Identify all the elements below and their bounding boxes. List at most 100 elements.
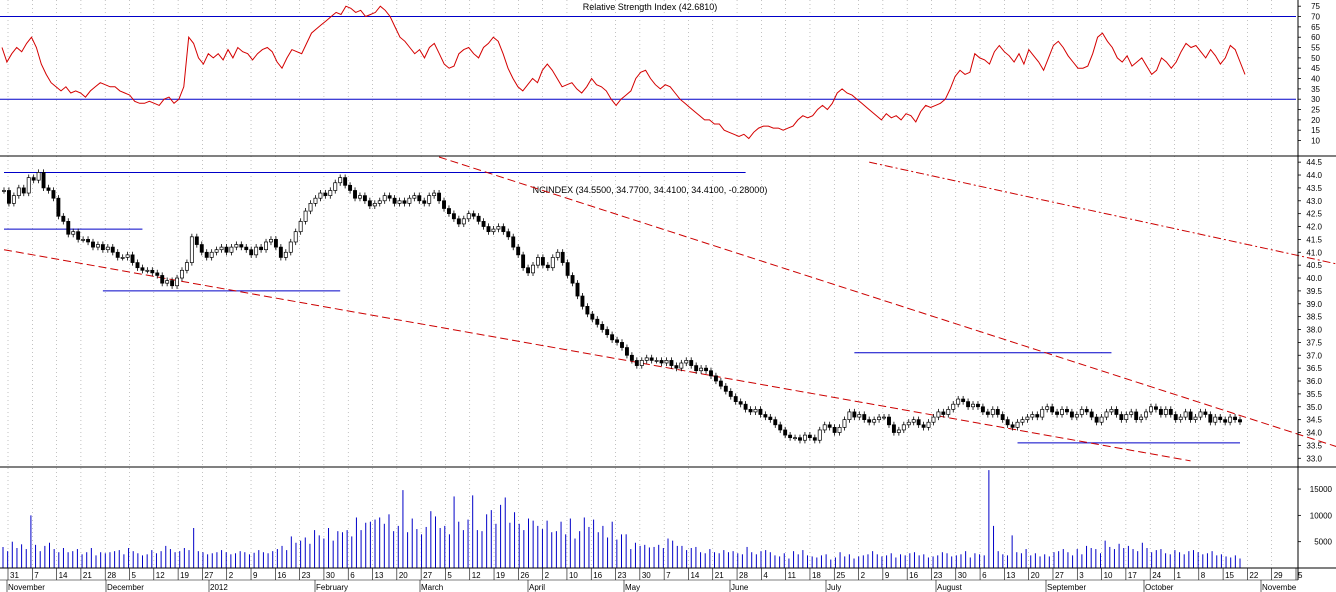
candle [130,251,135,266]
candle [486,223,491,235]
candle [946,406,951,418]
candle [1168,406,1173,418]
candle-body [565,262,570,276]
candle [788,432,793,441]
candle [728,388,733,400]
candle-body [1178,416,1183,421]
price-tick-label: 44.0 [1306,171,1322,180]
candle [293,228,298,246]
candle-body [1149,406,1153,413]
date-tick-label: 17 [1128,571,1137,580]
candle [442,197,446,212]
price-tick-label: 35.5 [1306,390,1322,399]
candle [244,244,249,253]
candle-body [338,177,343,184]
month-label: August [937,583,963,592]
candle-body [115,251,120,258]
candle [382,192,387,204]
candle-body [1030,414,1035,418]
candle [333,179,338,194]
date-tick-label: 29 [1274,571,1283,580]
candle [822,421,827,434]
candle-body [180,269,184,279]
candle [1025,413,1030,423]
candle [1208,411,1213,426]
candle-body [896,429,901,433]
date-tick-label: 20 [1031,571,1040,580]
candle-body [1089,411,1094,418]
candle [1188,408,1193,423]
candle-body [852,411,857,418]
candle-body [857,414,862,418]
candle-body [961,398,966,402]
candle [536,254,540,269]
candle [372,200,377,210]
candle [2,187,6,194]
candle-body [882,416,886,419]
candle-body [634,360,639,366]
candle-body [189,236,194,263]
candle-body [1208,414,1213,423]
candle-body [229,246,234,253]
candle-body [990,409,995,415]
candle-body [526,267,531,274]
candle [550,254,555,271]
candle-body [308,203,313,212]
candle [723,383,728,395]
date-tick-label: 13 [375,571,384,580]
candle-body [847,411,852,420]
candle-body [694,365,699,372]
candle [545,262,550,271]
candle-body [303,210,308,222]
candle-body [135,262,140,269]
candle [1099,413,1104,426]
candle-body [1168,409,1173,415]
candle [951,401,956,413]
candle-body [264,241,268,251]
candle [882,413,886,421]
candle-body [728,390,733,397]
candle-body [328,190,333,196]
trend-line-dashdot [869,161,1336,265]
price-tick-label: 43.0 [1306,197,1322,206]
candle-body [273,239,278,248]
candle-body [486,226,491,233]
candle-body [1129,411,1134,415]
candle [273,236,278,251]
date-tick-label: 25 [836,571,845,580]
candle-body [718,380,723,387]
candle [842,416,847,431]
candle [36,169,41,184]
candle [204,249,209,261]
candle [125,251,130,261]
candle-body [170,280,175,287]
candle [585,303,590,318]
candle [110,244,115,256]
candle [417,192,422,204]
date-tick-label: 2 [861,571,866,580]
candle [699,365,704,374]
date-tick-label: 16 [593,571,602,580]
candle [654,357,659,364]
candle-body [41,172,46,189]
candle-body [1025,416,1030,421]
candle-body [145,269,150,272]
candle [46,184,51,194]
candle-body [288,241,293,253]
rsi-tick-label: 35 [1311,85,1320,94]
candle-body [120,257,125,259]
month-label: April [529,583,545,592]
date-tick-label: 28 [739,571,748,580]
candle-body [1065,409,1069,413]
candle [778,421,783,434]
candle-body [941,411,946,415]
candle-body [654,360,659,362]
candle-body [916,419,921,426]
candle [194,233,199,248]
candle-body [1079,409,1084,415]
month-label: May [625,583,640,592]
rsi-tick-label: 75 [1311,2,1320,11]
date-tick-label: 10 [1104,571,1113,580]
candle-body [36,172,41,181]
candle-body [244,246,249,251]
